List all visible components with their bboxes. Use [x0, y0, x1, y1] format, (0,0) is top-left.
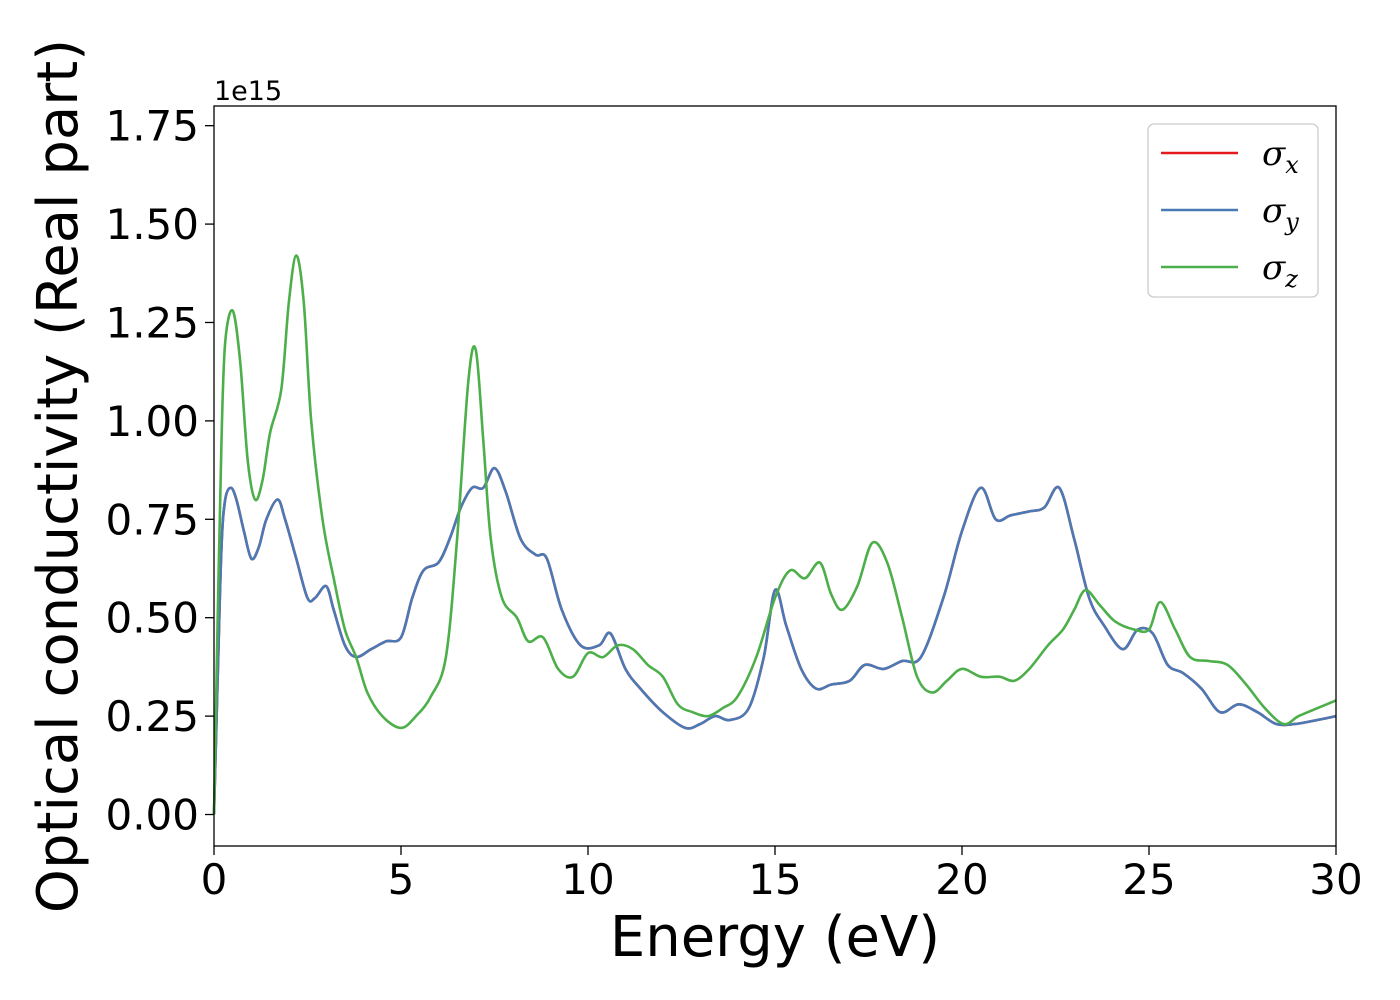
legend-symbol: σ: [1262, 134, 1286, 174]
y-tick-label: 0.00: [105, 791, 199, 840]
x-axis-ticks: 0 5 10 15 20 25 30: [201, 846, 1363, 904]
series-line-sigma_y: [212, 466, 1337, 815]
y-tick-label: 0.50: [105, 594, 199, 643]
series-layer: [212, 254, 1337, 815]
y-tick-label: 0.75: [105, 495, 199, 544]
y-tick-label: 1.00: [105, 397, 199, 446]
x-tick-label: 5: [388, 855, 415, 904]
legend-subscript: x: [1285, 151, 1299, 179]
y-tick-label: 0.25: [105, 692, 199, 741]
x-tick-label: 0: [201, 855, 228, 904]
x-axis-label: Energy (eV): [610, 905, 940, 970]
y-tick-label: 1.25: [105, 298, 199, 347]
legend-label: σy: [1262, 191, 1299, 236]
series-line-sigma_z: [212, 254, 1337, 815]
x-tick-label: 30: [1309, 855, 1362, 904]
x-tick-label: 15: [748, 855, 801, 904]
y-axis-label: Optical conductivity (Real part): [26, 39, 91, 913]
y-tick-label: 1.75: [105, 102, 199, 151]
x-tick-label: 25: [1122, 855, 1175, 904]
x-tick-label: 20: [935, 855, 988, 904]
legend-symbol: σ: [1262, 248, 1286, 288]
legend-subscript: z: [1284, 265, 1298, 293]
y-tick-label: 1.50: [105, 200, 199, 249]
x-tick-label: 10: [561, 855, 614, 904]
legend-subscript: y: [1284, 208, 1299, 236]
legend-label: σz: [1262, 248, 1298, 293]
y-axis-ticks: 0.00 0.25 0.50 0.75 1.00 1.25 1.50 1.75: [105, 102, 214, 840]
legend-label: σx: [1262, 134, 1299, 179]
legend-symbol: σ: [1262, 191, 1286, 231]
y-offset-label: 1e15: [214, 76, 282, 107]
